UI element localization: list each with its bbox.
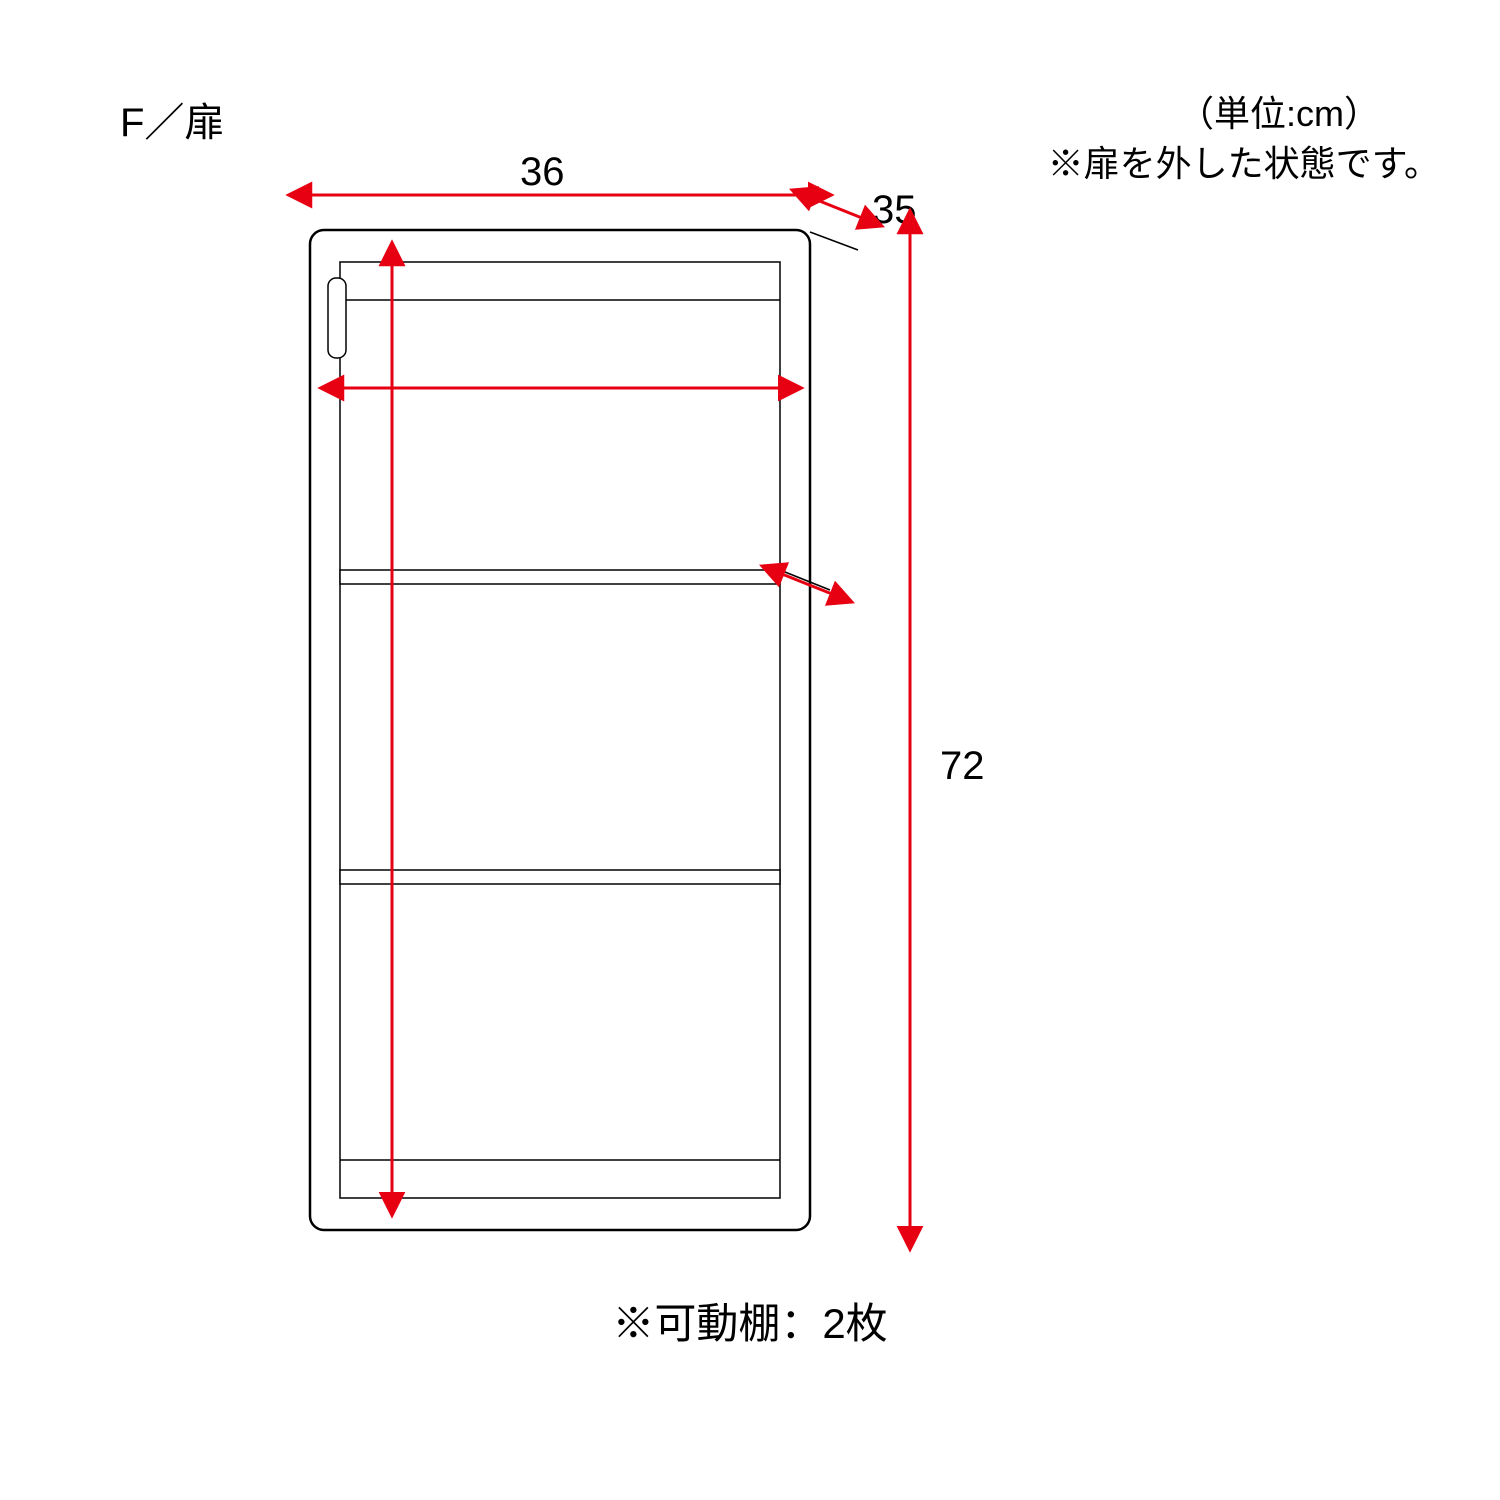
cabinet-dimension-diagram — [0, 0, 1500, 1500]
dim-depth-top-line — [812, 198, 862, 218]
depth-line-top — [810, 232, 858, 250]
hinge-cutout — [328, 278, 346, 358]
cabinet-inner-opening — [340, 262, 780, 1198]
shelf-2 — [340, 870, 780, 884]
